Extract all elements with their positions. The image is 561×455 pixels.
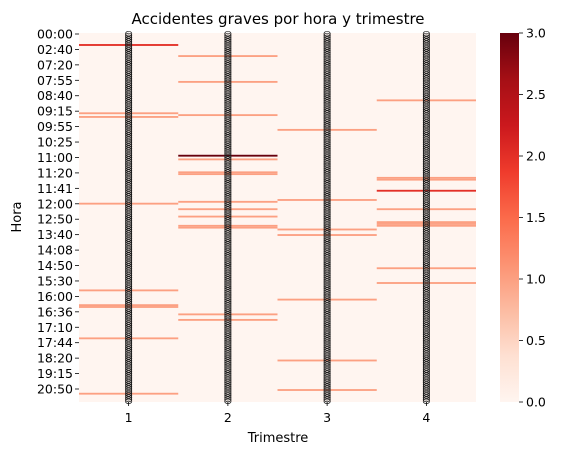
- y-tick-label: 02:40: [37, 42, 73, 57]
- heatmap-cell: [79, 116, 179, 118]
- heatmap-cell: [277, 298, 377, 301]
- x-axis-label: Trimestre: [247, 431, 309, 446]
- heatmap-cell: [376, 189, 476, 192]
- heatmap-cell: [79, 289, 179, 292]
- heatmap-cell: [178, 158, 278, 161]
- y-tick-label: 00:00: [37, 27, 73, 42]
- colorbar-gradient: [500, 33, 519, 402]
- y-tick-label: 20:50: [37, 382, 73, 397]
- y-tick-label: 14:08: [37, 243, 73, 258]
- heatmap-cell: [376, 178, 476, 181]
- heatmap-cell: [277, 128, 377, 131]
- y-tick-label: 10:25: [37, 135, 73, 150]
- heatmap-cell: [178, 200, 278, 203]
- colorbar-tick-label: 2.0: [526, 149, 546, 164]
- heatmap-cell: [376, 176, 476, 179]
- heatmap-cell: [376, 224, 476, 227]
- column-marker-strip: [224, 30, 232, 405]
- colorbar-tick-label: 0.0: [526, 395, 546, 410]
- y-tick-label: 16:36: [37, 304, 73, 319]
- chart-title: Accidentes graves por hora y trimestre: [131, 10, 424, 28]
- heatmap-cell: [376, 282, 476, 284]
- heatmap-cell: [277, 389, 377, 391]
- y-tick-label: 17:10: [37, 320, 73, 335]
- heatmap-cell: [277, 234, 377, 236]
- heatmap-cell: [376, 267, 476, 270]
- y-tick-label: 09:55: [37, 119, 73, 134]
- colorbar-tick-label: 0.5: [526, 333, 546, 348]
- y-tick-label: 13:40: [37, 227, 73, 242]
- colorbar-tick-label: 1.0: [526, 272, 546, 287]
- heatmap-cell: [178, 171, 278, 174]
- x-tick-label: 4: [422, 410, 430, 425]
- colorbar-tick-label: 2.5: [526, 87, 546, 102]
- y-tick-label: 09:15: [37, 104, 73, 119]
- heatmap-cell: [277, 359, 377, 362]
- heatmap-cell: [79, 392, 179, 395]
- heatmap-cell: [178, 55, 278, 57]
- x-tick-label: 1: [125, 410, 133, 425]
- y-tick-label: 08:40: [37, 88, 73, 103]
- heatmap-cell: [178, 215, 278, 218]
- heatmap-cell: [178, 313, 278, 316]
- heatmap-cell: [277, 199, 377, 201]
- heatmap-cell: [178, 114, 278, 117]
- heatmap-cell: [376, 221, 476, 224]
- colorbar: 0.0 0.5 1.0 1.5 2.0 2.5 3.0: [500, 26, 546, 410]
- heatmap-cell: [376, 223, 476, 225]
- x-tick-label: 3: [323, 410, 331, 425]
- y-tick-label: 17:44: [37, 335, 73, 350]
- heatmap-cell: [178, 80, 278, 83]
- y-axis-ticks: 00:0002:4007:2007:5508:4009:1509:5510:25…: [37, 27, 79, 397]
- colorbar-tick-label: 3.0: [526, 26, 546, 41]
- y-tick-label: 07:20: [37, 57, 73, 72]
- heatmap-cell: [376, 208, 476, 211]
- heatmap-cell: [178, 173, 278, 176]
- colorbar-tick-label: 1.5: [526, 210, 546, 225]
- column-marker-strip: [323, 30, 331, 405]
- y-tick-label: 15:30: [37, 273, 73, 288]
- heatmap-cell: [178, 208, 278, 211]
- y-tick-label: 07:55: [37, 73, 73, 88]
- y-tick-label: 11:20: [37, 165, 73, 180]
- heatmap-cell: [277, 228, 377, 231]
- column-marker-strip: [125, 30, 133, 405]
- heatmap-cell: [178, 318, 278, 321]
- heatmap-cell: [376, 99, 476, 102]
- x-axis-ticks: 1 2 3 4: [125, 402, 430, 425]
- heatmap-cell: [178, 154, 278, 157]
- y-tick-label: 12:50: [37, 212, 73, 227]
- y-tick-label: 19:15: [37, 366, 73, 381]
- y-axis-label: Hora: [10, 201, 25, 232]
- y-tick-label: 11:41: [37, 181, 73, 196]
- column-marker-strip: [422, 30, 430, 405]
- heatmap-cell: [79, 112, 179, 115]
- heatmap-cell: [79, 337, 179, 340]
- plot-area: [79, 30, 476, 405]
- y-tick-label: 14:50: [37, 258, 73, 273]
- heatmap-cell: [79, 306, 179, 308]
- y-tick-label: 16:00: [37, 289, 73, 304]
- heatmap-cell: [178, 226, 278, 229]
- heatmap-cell: [178, 224, 278, 227]
- y-tick-label: 18:20: [37, 351, 73, 366]
- y-tick-label: 12:00: [37, 196, 73, 211]
- heatmap-cell: [79, 202, 179, 205]
- y-tick-label: 11:00: [37, 150, 73, 165]
- heatmap-cell: [79, 44, 179, 46]
- x-tick-label: 2: [224, 410, 232, 425]
- heatmap-cell: [79, 304, 179, 307]
